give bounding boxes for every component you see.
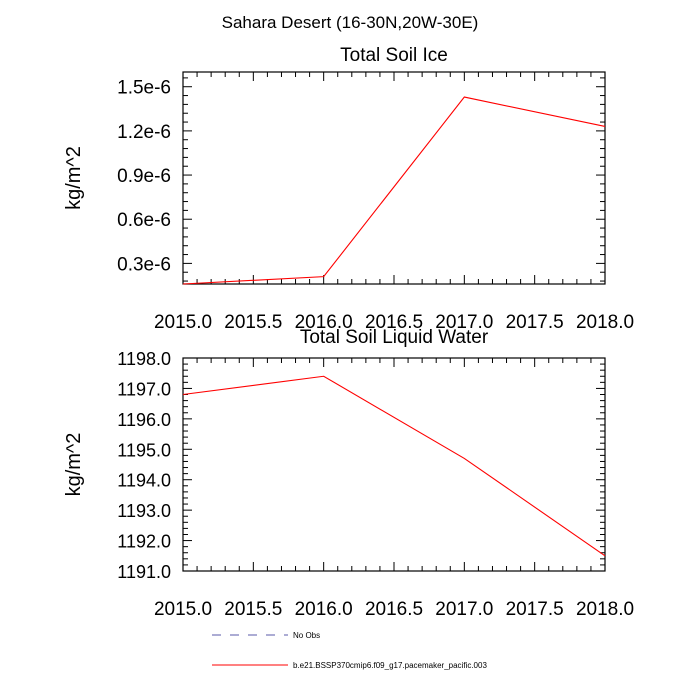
x-tick-label: 2015.0 <box>154 312 212 333</box>
y-tick-label: 1192.0 <box>117 532 171 552</box>
y-tick-label: 0.9e-6 <box>117 166 171 187</box>
y-tick-label: 0.6e-6 <box>117 210 171 231</box>
y-tick-label: 0.3e-6 <box>117 254 171 275</box>
y-axis-label: kg/m^2 <box>63 146 85 210</box>
y-tick-label: 1193.0 <box>117 501 171 521</box>
y-tick-label: 1197.0 <box>117 379 171 399</box>
y-tick-label: 1194.0 <box>117 471 171 491</box>
y-tick-label: 1198.0 <box>117 349 171 369</box>
x-tick-label: 2018.0 <box>576 599 634 620</box>
figure-title: Sahara Desert (16-30N,20W-30E) <box>222 13 479 32</box>
x-tick-label: 2015.5 <box>224 599 282 620</box>
y-tick-label: 1196.0 <box>117 410 171 430</box>
panel-total-soil-ice: Total Soil Ice kg/m^2 2015.0 2015.5 2016.0 20… <box>63 45 634 333</box>
plot-frame <box>182 71 606 285</box>
x-tick-label: 2015.5 <box>224 312 282 333</box>
x-tick-label: 2017.0 <box>435 599 493 620</box>
series-line <box>182 96 606 285</box>
x-tick-label: 2016.0 <box>295 312 353 333</box>
plot-frame <box>182 357 606 572</box>
y-tick-label: 1.2e-6 <box>117 122 171 143</box>
x-tick-label: 2018.0 <box>576 312 634 333</box>
y-tick-label: 1195.0 <box>117 440 171 460</box>
y-tick-label: 1.5e-6 <box>117 78 171 99</box>
x-tick-label: 2017.5 <box>506 599 564 620</box>
x-tick-label: 2016.0 <box>295 599 353 620</box>
panel-title: Total Soil Liquid Water <box>300 327 489 348</box>
legend-label-model: b.e21.BSSP370cmip6.f09_g17.pacemaker_pac… <box>293 661 487 670</box>
panel-title: Total Soil Ice <box>340 45 448 66</box>
x-tick-label: 2015.0 <box>154 599 212 620</box>
y-tick-label: 1191.0 <box>117 562 171 582</box>
series-line <box>182 375 606 557</box>
y-axis-label: kg/m^2 <box>63 433 85 497</box>
x-tick-label: 2016.5 <box>365 312 423 333</box>
x-tick-label: 2016.5 <box>365 599 423 620</box>
x-tick-label: 2017.5 <box>506 312 564 333</box>
legend: No Obs b.e21.BSSP370cmip6.f09_g17.pacema… <box>212 631 487 670</box>
x-tick-label: 2017.0 <box>435 312 493 333</box>
panel-total-soil-liquid-water: Total Soil Liquid Water kg/m^2 2015.0 2015.… <box>63 327 634 620</box>
legend-label-no-obs: No Obs <box>293 631 320 640</box>
